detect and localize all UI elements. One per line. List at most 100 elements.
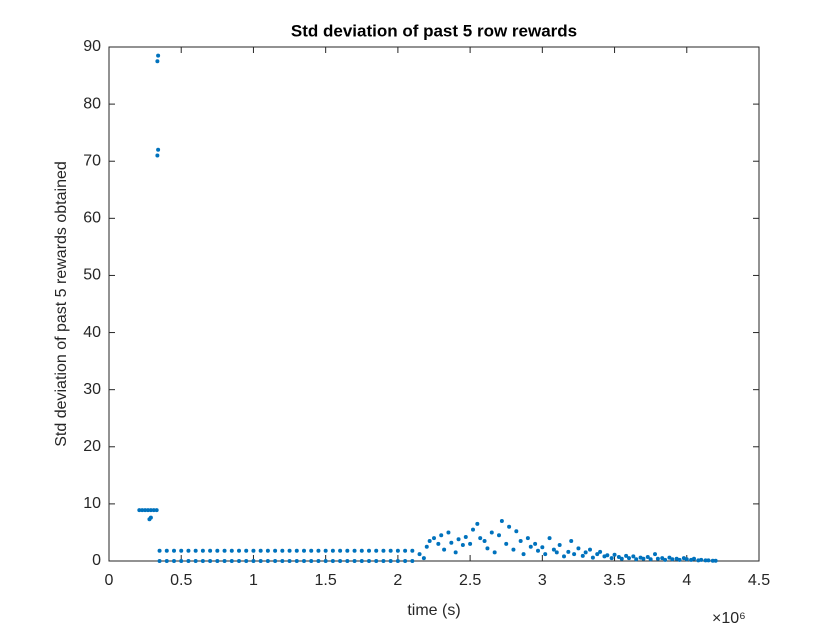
point: [309, 548, 314, 553]
point: [566, 549, 571, 554]
point: [287, 559, 292, 563]
point: [518, 539, 523, 544]
point: [359, 548, 364, 553]
point: [208, 548, 213, 553]
point: [155, 153, 160, 158]
point: [436, 541, 441, 546]
point: [164, 548, 169, 553]
point: [258, 548, 263, 553]
x-tick-label: 3: [538, 572, 547, 589]
x-tick-label: 1.5: [315, 572, 337, 589]
point: [164, 559, 169, 563]
point: [576, 546, 581, 551]
point: [352, 559, 357, 563]
point: [273, 559, 278, 563]
point: [492, 550, 497, 555]
point: [172, 548, 176, 553]
point: [421, 556, 426, 561]
point: [562, 554, 566, 559]
point: [157, 548, 162, 553]
point: [540, 545, 545, 550]
point: [381, 559, 386, 563]
point: [616, 555, 621, 560]
x-tick-label: 0: [105, 572, 114, 589]
x-tick-label: 1: [249, 572, 258, 589]
point: [237, 559, 241, 563]
point: [148, 508, 153, 513]
x-tick-label: 3.5: [603, 572, 625, 589]
point: [453, 550, 458, 555]
point: [345, 559, 350, 563]
y-tick-label: 30: [83, 381, 101, 398]
point: [287, 548, 292, 553]
point: [388, 548, 393, 553]
chart-title: Std deviation of past 5 row rewards: [291, 21, 577, 40]
point: [244, 559, 249, 563]
point: [156, 147, 161, 152]
point: [193, 559, 198, 563]
point: [634, 557, 639, 562]
point: [580, 553, 585, 558]
point: [533, 541, 538, 546]
point: [316, 548, 321, 553]
point: [485, 546, 490, 551]
point: [222, 559, 227, 563]
point: [367, 548, 371, 553]
point: [653, 552, 657, 557]
point: [528, 544, 533, 549]
point: [294, 548, 299, 553]
point: [478, 536, 483, 541]
point: [403, 559, 408, 563]
point: [208, 559, 213, 563]
point: [427, 539, 432, 544]
point: [294, 559, 299, 563]
point: [251, 548, 256, 553]
point: [388, 559, 393, 563]
point: [200, 559, 205, 563]
point: [645, 555, 650, 560]
point: [543, 552, 548, 557]
point: [569, 539, 574, 544]
x-tick-label: 2: [393, 572, 402, 589]
point: [471, 527, 475, 532]
point: [345, 548, 350, 553]
point: [374, 548, 379, 553]
point: [143, 508, 148, 513]
plot-box: [108, 46, 760, 562]
point: [619, 556, 624, 561]
point: [514, 529, 519, 534]
point: [547, 536, 552, 541]
point: [140, 508, 145, 513]
point: [302, 548, 306, 553]
point: [692, 556, 696, 561]
point: [338, 548, 343, 553]
x-exponent-label: ×10⁶: [712, 610, 746, 627]
point: [588, 547, 592, 552]
point: [557, 543, 562, 548]
point: [352, 548, 357, 553]
point: [497, 533, 501, 538]
point: [237, 548, 241, 553]
point: [200, 548, 205, 553]
point: [605, 553, 610, 558]
y-tick-label: 40: [83, 324, 101, 341]
y-tick-label: 50: [83, 267, 101, 284]
point: [172, 559, 176, 563]
point: [446, 530, 451, 535]
point: [677, 557, 682, 562]
point: [439, 533, 444, 538]
point: [367, 559, 371, 563]
point: [554, 550, 559, 555]
point: [572, 552, 577, 557]
point: [179, 548, 184, 553]
y-tick-label: 20: [83, 438, 101, 455]
point: [151, 508, 156, 513]
y-tick-label: 70: [83, 152, 101, 169]
point: [302, 559, 306, 563]
y-tick-label: 90: [83, 38, 101, 55]
point: [511, 547, 516, 552]
y-tick-label: 10: [83, 495, 101, 512]
